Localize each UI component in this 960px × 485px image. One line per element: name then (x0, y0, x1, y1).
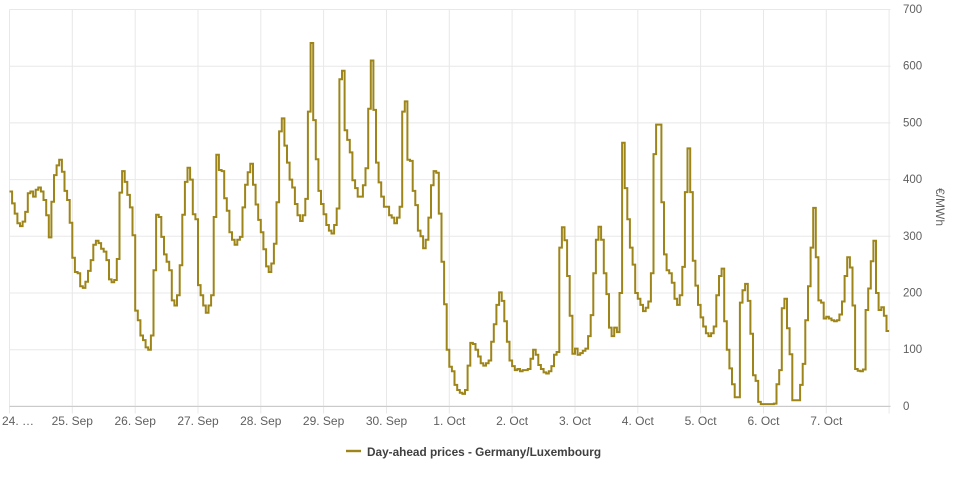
svg-text:500: 500 (903, 117, 922, 129)
svg-text:700: 700 (903, 4, 922, 16)
svg-text:29. Sep: 29. Sep (303, 414, 345, 428)
svg-text:100: 100 (903, 344, 922, 356)
svg-text:200: 200 (903, 288, 922, 300)
svg-text:27. Sep: 27. Sep (177, 414, 219, 428)
svg-text:Day-ahead prices - Germany/Lux: Day-ahead prices - Germany/Luxembourg (367, 445, 601, 459)
svg-text:7. Oct: 7. Oct (810, 414, 843, 428)
svg-text:25. Sep: 25. Sep (52, 414, 94, 428)
svg-text:600: 600 (903, 61, 922, 73)
svg-text:26. Sep: 26. Sep (115, 414, 157, 428)
svg-text:24. …: 24. … (2, 414, 34, 428)
svg-text:30. Sep: 30. Sep (366, 414, 408, 428)
svg-text:5. Oct: 5. Oct (685, 414, 718, 428)
svg-text:300: 300 (903, 231, 922, 243)
svg-text:6. Oct: 6. Oct (747, 414, 780, 428)
svg-text:4. Oct: 4. Oct (622, 414, 655, 428)
svg-text:2. Oct: 2. Oct (496, 414, 529, 428)
svg-text:€/MWh: €/MWh (933, 188, 947, 226)
svg-text:1. Oct: 1. Oct (433, 414, 466, 428)
svg-text:3. Oct: 3. Oct (559, 414, 592, 428)
svg-text:28. Sep: 28. Sep (240, 414, 282, 428)
svg-text:0: 0 (903, 401, 909, 413)
svg-text:400: 400 (903, 174, 922, 186)
